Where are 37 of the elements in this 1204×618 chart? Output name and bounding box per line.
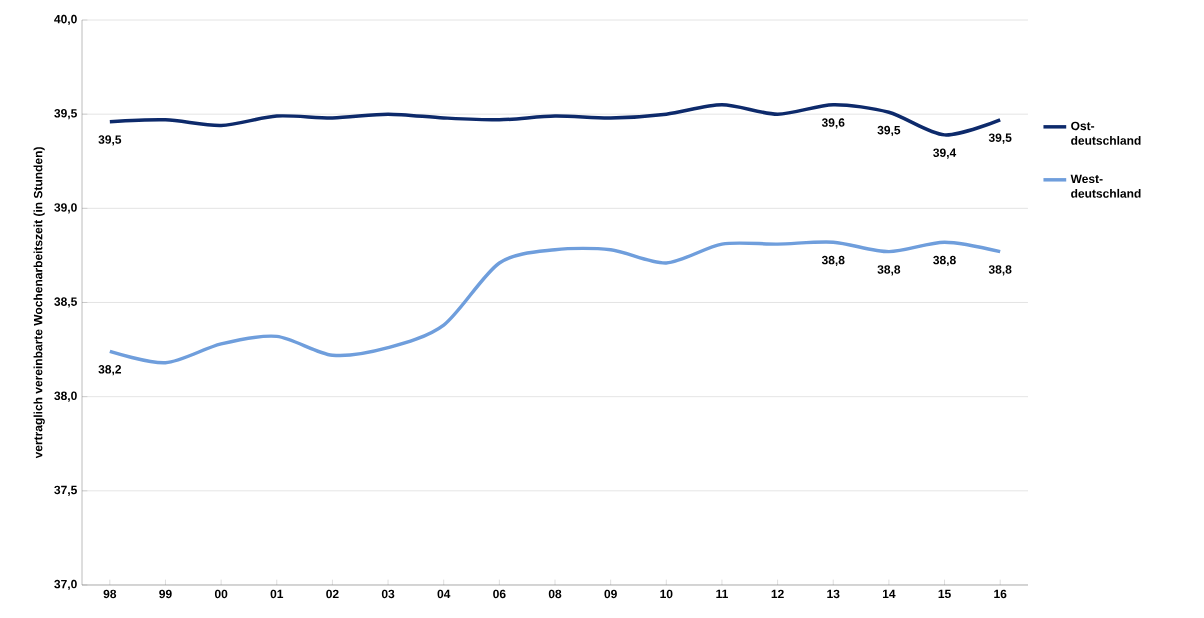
x-tick-label: 16 <box>994 589 1007 599</box>
y-tick-label: 40,0 <box>54 14 77 26</box>
x-tick-label: 13 <box>827 589 840 599</box>
y-tick-label: 39,0 <box>54 203 77 214</box>
x-tick-label: 15 <box>938 589 951 599</box>
x-tick-label: 06 <box>493 589 506 599</box>
x-tick-label: 08 <box>548 589 562 599</box>
legend-label: West-deutschland <box>1070 174 1141 198</box>
y-tick-label: 37,5 <box>54 485 77 496</box>
x-tick-label: 04 <box>437 589 451 599</box>
x-tick-label: 99 <box>159 589 172 599</box>
y-tick-label: 38,5 <box>54 297 77 308</box>
x-tick-label: 09 <box>604 589 617 599</box>
data-label: 38,8 <box>877 265 901 276</box>
data-label: 38,8 <box>933 255 956 267</box>
x-tick-label: 12 <box>771 589 784 599</box>
x-tick-label: 14 <box>882 589 896 598</box>
data-label: 38,8 <box>988 265 1012 276</box>
x-tick-label: 10 <box>660 589 673 599</box>
data-label: 39,5 <box>877 125 901 137</box>
x-tick-label: 00 <box>214 589 228 599</box>
data-label: 38,2 <box>98 365 122 376</box>
legend-label: Ost-deutschland <box>1071 121 1141 145</box>
x-tick-label: 11 <box>716 589 728 598</box>
y-tick-label: 39,5 <box>54 109 77 120</box>
x-tick-label: 03 <box>381 589 395 599</box>
x-tick-label: 01 <box>270 589 284 599</box>
data-label: 39,5 <box>988 133 1012 144</box>
data-label: 39,5 <box>98 135 122 146</box>
y-tick-label: 38,0 <box>54 391 77 402</box>
x-tick-label: 98 <box>103 589 117 599</box>
data-label: 38,8 <box>821 255 845 267</box>
data-label: 39,4 <box>933 148 957 159</box>
y-axis-title: vertraglich vereinbarte Wochenarbeitszeit (in Stunden) <box>33 147 45 459</box>
x-tick-label: 02 <box>326 589 339 599</box>
data-label: 39,6 <box>821 118 845 129</box>
y-tick-label: 37,0 <box>54 579 77 591</box>
